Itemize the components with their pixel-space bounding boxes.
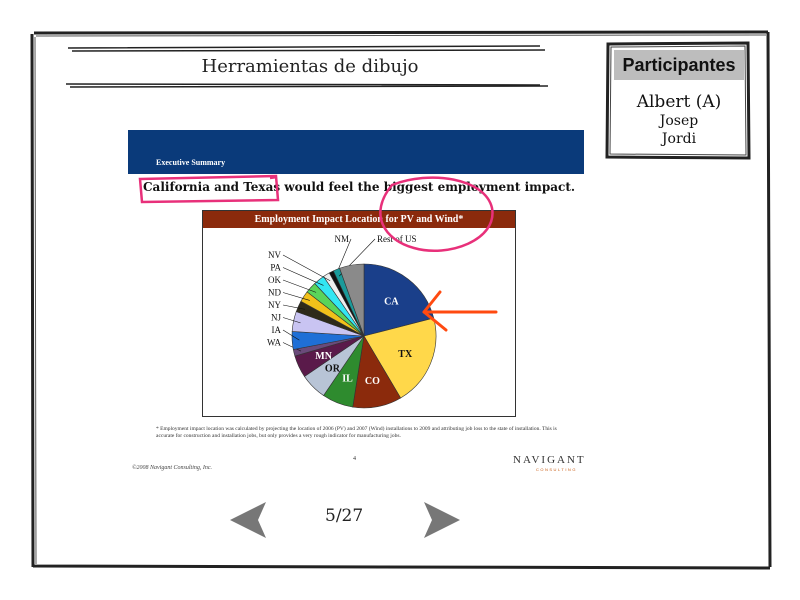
slice-label: NM	[334, 234, 349, 244]
participant-name[interactable]: Josep	[659, 113, 699, 129]
window-title: Herramientas de dibujo	[201, 56, 419, 77]
brand-subtitle: CONSULTING	[536, 467, 577, 472]
participants-header: Participantes	[614, 50, 744, 80]
slide-headline: California and Texas would feel the bigg…	[143, 180, 576, 194]
slide-page-number: 4	[353, 456, 356, 462]
page-counter: 5/27	[325, 506, 364, 526]
leader-line	[282, 267, 324, 286]
slice-label: IA	[272, 325, 282, 335]
next-slide-button[interactable]	[422, 500, 462, 540]
slice-label: IL	[342, 374, 353, 385]
participants-list: Albert (A) Josep Jordi	[614, 92, 744, 148]
slice-label: CO	[365, 376, 380, 387]
leader-line	[282, 279, 317, 293]
slice-label: Rest of US	[377, 234, 417, 244]
slide-copyright: ©2008 Navigant Consulting, Inc.	[132, 465, 213, 471]
leader-line	[282, 317, 301, 324]
leader-line	[282, 292, 310, 301]
pie-slice	[339, 263, 365, 337]
leader-line	[282, 342, 302, 352]
slice-label: TX	[398, 349, 413, 360]
section-label: Executive Summary	[156, 158, 226, 167]
slice-label: NY	[268, 300, 281, 310]
slice-label: PA	[270, 263, 281, 273]
previous-slide-button[interactable]	[228, 500, 268, 540]
chart-title: Employment Impact Location for PV and Wi…	[203, 211, 515, 228]
slice-label: OR	[325, 364, 341, 375]
slide-banner	[128, 130, 584, 174]
window-frame	[30, 30, 772, 570]
participant-name[interactable]: Albert (A)	[636, 92, 722, 112]
leader-line	[282, 329, 300, 341]
slice-label: ND	[268, 288, 281, 298]
slice-label: NV	[268, 250, 281, 260]
slice-label: MN	[315, 351, 332, 362]
slice-label: CA	[384, 297, 399, 308]
leader-line	[282, 254, 331, 282]
pie-chart-panel: Employment Impact Location for PV and Wi…	[202, 210, 516, 417]
slide-footnote: * Employment impact location was calcula…	[156, 426, 557, 439]
slice-label: OK	[268, 275, 281, 285]
leader-line	[282, 304, 305, 310]
slice-label: WA	[267, 338, 281, 348]
brand-logo: NAVIGANT	[513, 454, 586, 466]
participant-name[interactable]: Jordi	[661, 131, 697, 147]
slice-label: NJ	[271, 313, 281, 323]
